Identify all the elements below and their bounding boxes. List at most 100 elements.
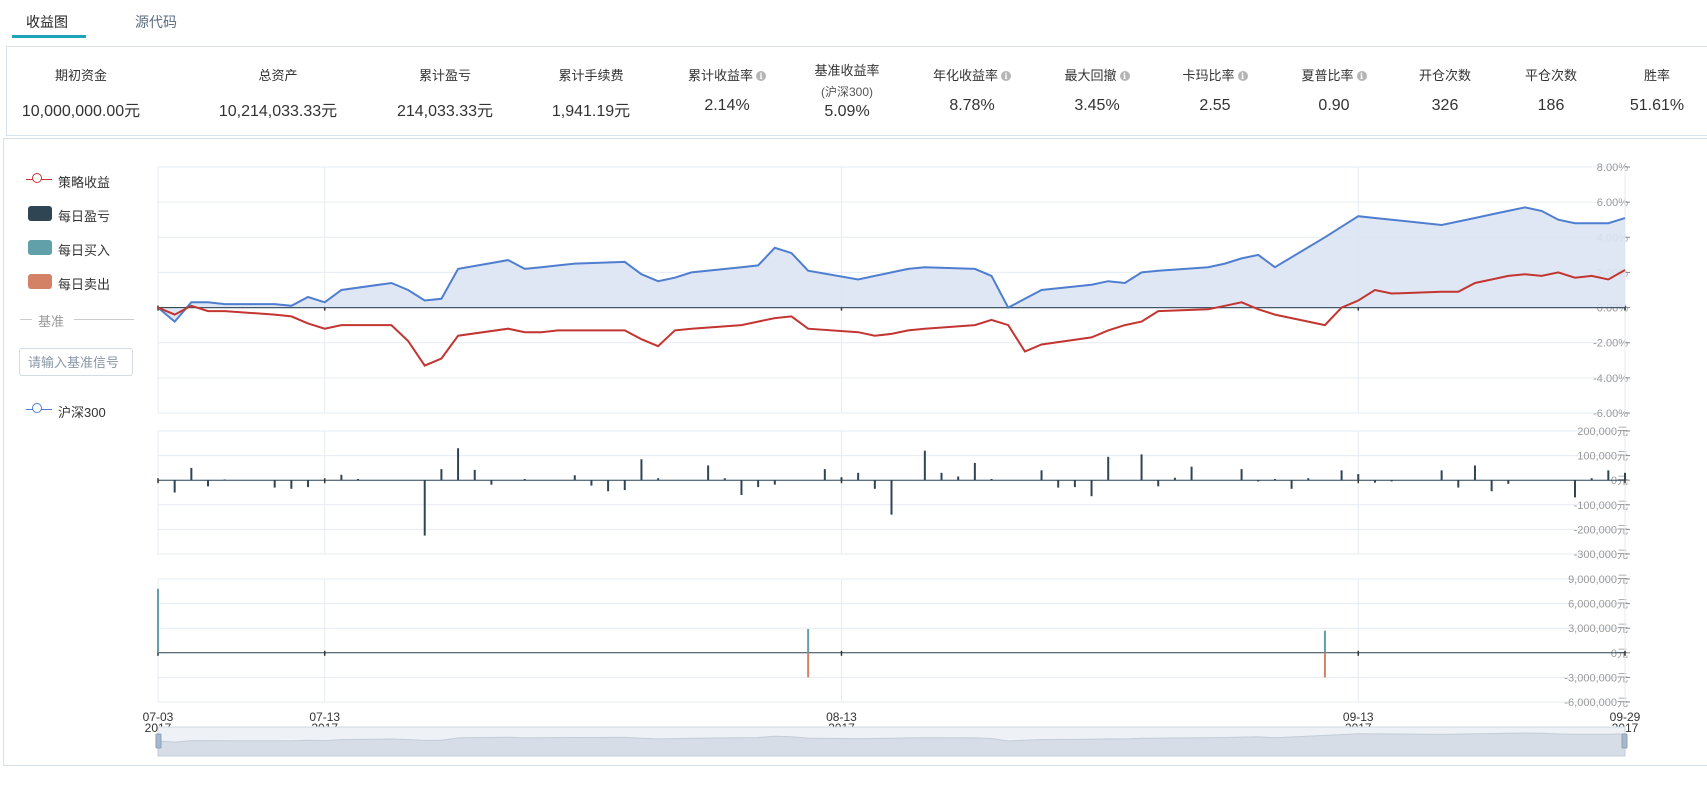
pnl-bar xyxy=(1307,478,1310,481)
stat-label: 夏普比率 i xyxy=(1274,65,1394,84)
pnl-bar xyxy=(523,478,526,481)
chart-panel xyxy=(3,138,1707,766)
benchmark-signal-input[interactable] xyxy=(19,348,133,376)
pnl-bar xyxy=(290,480,293,489)
trade-y-tick-label: 3,000,000元 xyxy=(1568,623,1628,635)
pnl-bar xyxy=(840,477,843,481)
stat-label: 基准收益率 xyxy=(814,63,880,78)
pnl-bar xyxy=(207,480,210,487)
stat-label: 卡玛比率 i xyxy=(1155,65,1275,84)
returns-y-tick-label: 6.00% xyxy=(1597,197,1628,209)
legend-item-daily-pnl[interactable]: 每日盈亏 xyxy=(24,204,144,224)
pnl-bar xyxy=(273,480,276,488)
stat-value: 186 xyxy=(1537,97,1565,114)
returns-y-tick-label: 8.00% xyxy=(1597,162,1628,174)
stat-value: 2.14% xyxy=(704,97,750,114)
sell-bar xyxy=(1323,652,1326,678)
stat-cumulative-return: 累计收益率 i 2.14% xyxy=(667,47,787,135)
pnl-swatch xyxy=(28,206,52,221)
stat-label-text: 最大回撤 xyxy=(1064,68,1117,83)
pnl-bar xyxy=(1490,480,1493,492)
buy-swatch xyxy=(28,240,52,255)
pnl-bar xyxy=(1590,478,1593,481)
stat-max-drawdown: 最大回撤 i 3.45% xyxy=(1037,47,1157,135)
pnl-bar xyxy=(1624,472,1626,481)
zoom-handle-left-icon[interactable] xyxy=(155,733,162,749)
stat-value: 2.55 xyxy=(1199,97,1231,114)
legend-label: 每日买入 xyxy=(58,243,111,258)
stats-summary: 期初资金 10,000,000.00元 总资产 10,214,033.33元 累… xyxy=(6,46,1707,136)
benchmark-section-divider: 基准 xyxy=(20,310,134,330)
pnl-bar xyxy=(990,478,993,481)
tab-source-code[interactable]: 源代码 xyxy=(135,14,177,30)
legend-item-daily-buy[interactable]: 每日买入 xyxy=(24,238,144,258)
trade-plot-area xyxy=(157,578,1626,703)
info-icon[interactable]: i xyxy=(1119,71,1130,81)
buy-bar xyxy=(1323,630,1326,653)
stat-value: 51.61% xyxy=(1629,97,1685,114)
stat-close-count: 平仓次数 186 xyxy=(1491,47,1611,135)
pnl-bar xyxy=(1057,480,1060,488)
stat-value: 326 xyxy=(1431,97,1459,114)
stat-open-count: 开仓次数 326 xyxy=(1385,47,1505,135)
pnl-bar xyxy=(423,480,426,536)
pnl-y-tick-label: -300,000元 xyxy=(1574,549,1628,561)
pnl-bar xyxy=(490,480,493,485)
pnl-bar xyxy=(1190,466,1193,481)
buy-bar xyxy=(807,629,810,653)
stat-label: 年化收益率 i xyxy=(912,65,1032,84)
x-tick-label: 09-13 xyxy=(1343,710,1374,724)
info-icon[interactable]: i xyxy=(1001,71,1011,81)
tab-returns-chart[interactable]: 收益图 xyxy=(26,14,68,30)
stat-label: 累计盈亏 xyxy=(418,68,471,83)
stat-annualized-return: 年化收益率 i 8.78% xyxy=(912,47,1032,135)
pnl-y-tick-label: 0元 xyxy=(1611,475,1628,487)
returns-y-tick-label: -4.00% xyxy=(1593,373,1628,385)
stat-label: 平仓次数 xyxy=(1524,68,1577,83)
stat-benchmark-return: 基准收益率 (沪深300) 5.09% xyxy=(787,47,907,135)
pnl-bar xyxy=(223,479,226,481)
pnl-y-tick-label: 100,000元 xyxy=(1577,451,1628,463)
x-tick-label: 08-13 xyxy=(826,710,857,724)
legend-item-strategy[interactable]: 策略收益 xyxy=(24,170,144,190)
stat-label-text: 年化收益率 xyxy=(932,68,998,83)
pnl-bar xyxy=(1073,480,1076,488)
pnl-bar xyxy=(1090,480,1093,497)
pnl-bar xyxy=(173,480,176,493)
pnl-bar xyxy=(623,480,626,491)
pnl-bar xyxy=(1157,480,1160,487)
pnl-bar xyxy=(957,476,960,481)
tab-bar: 收益图 源代码 xyxy=(10,0,1707,40)
stat-value: 10,214,033.33元 xyxy=(218,103,338,120)
pnl-bar xyxy=(723,478,726,481)
pnl-bar xyxy=(573,475,576,481)
legend-label: 每日盈亏 xyxy=(58,209,111,224)
stat-label: 累计收益率 i xyxy=(667,65,787,84)
pnl-bar xyxy=(340,474,343,481)
stat-value: 10,000,000.00元 xyxy=(21,103,141,120)
pnl-bar xyxy=(740,480,743,495)
pnl-bar xyxy=(1290,480,1293,489)
info-icon[interactable]: i xyxy=(1237,71,1248,81)
zoom-handle-right-icon[interactable] xyxy=(1621,733,1628,749)
info-icon[interactable]: i xyxy=(756,71,766,81)
stat-label-text: 累计收益率 xyxy=(687,68,753,83)
stat-label: 开仓次数 xyxy=(1418,68,1471,83)
pnl-bar xyxy=(1390,480,1393,482)
stat-total-assets: 总资产 10,214,033.33元 xyxy=(189,47,367,135)
legend-item-benchmark[interactable]: 沪深300 xyxy=(24,400,144,420)
info-icon[interactable]: i xyxy=(1356,71,1367,81)
pnl-bar xyxy=(1273,478,1276,481)
pnl-bar xyxy=(890,480,893,515)
pnl-bar xyxy=(973,462,976,481)
legend-item-daily-sell[interactable]: 每日卖出 xyxy=(24,272,144,292)
trade-y-tick-label: -6,000,000元 xyxy=(1564,697,1628,709)
pnl-bar xyxy=(857,472,860,481)
pnl-y-tick-label: -200,000元 xyxy=(1574,524,1628,536)
pnl-bar xyxy=(1257,480,1260,482)
stat-sublabel: (沪深300) xyxy=(820,85,873,99)
stat-label: 累计手续费 xyxy=(558,68,624,83)
pnl-bar xyxy=(1507,480,1510,484)
sell-bar xyxy=(807,652,810,678)
